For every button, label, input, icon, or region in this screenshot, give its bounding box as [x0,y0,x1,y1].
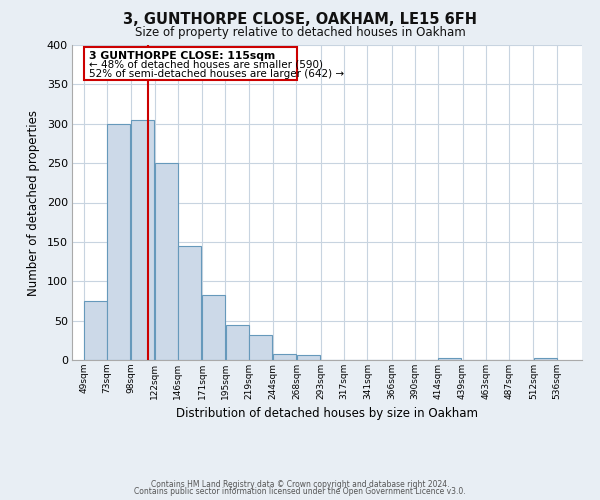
Bar [273,354,296,360]
Bar [533,358,557,360]
Bar [107,124,130,360]
Bar [226,326,248,360]
Text: ← 48% of detached houses are smaller (590): ← 48% of detached houses are smaller (59… [89,60,323,70]
Bar [178,246,201,360]
Text: 3, GUNTHORPE CLOSE, OAKHAM, LE15 6FH: 3, GUNTHORPE CLOSE, OAKHAM, LE15 6FH [123,12,477,28]
FancyBboxPatch shape [83,46,298,80]
X-axis label: Distribution of detached houses by size in Oakham: Distribution of detached houses by size … [176,408,478,420]
Bar [84,301,107,360]
Y-axis label: Number of detached properties: Number of detached properties [27,110,40,296]
Bar [131,120,154,360]
Text: Contains public sector information licensed under the Open Government Licence v3: Contains public sector information licen… [134,487,466,496]
Bar [155,163,178,360]
Text: Size of property relative to detached houses in Oakham: Size of property relative to detached ho… [134,26,466,39]
Bar [202,294,226,360]
Bar [249,335,272,360]
Text: 52% of semi-detached houses are larger (642) →: 52% of semi-detached houses are larger (… [89,70,344,80]
Text: Contains HM Land Registry data © Crown copyright and database right 2024.: Contains HM Land Registry data © Crown c… [151,480,449,489]
Bar [439,358,461,360]
Bar [296,356,320,360]
Text: 3 GUNTHORPE CLOSE: 115sqm: 3 GUNTHORPE CLOSE: 115sqm [89,50,275,60]
